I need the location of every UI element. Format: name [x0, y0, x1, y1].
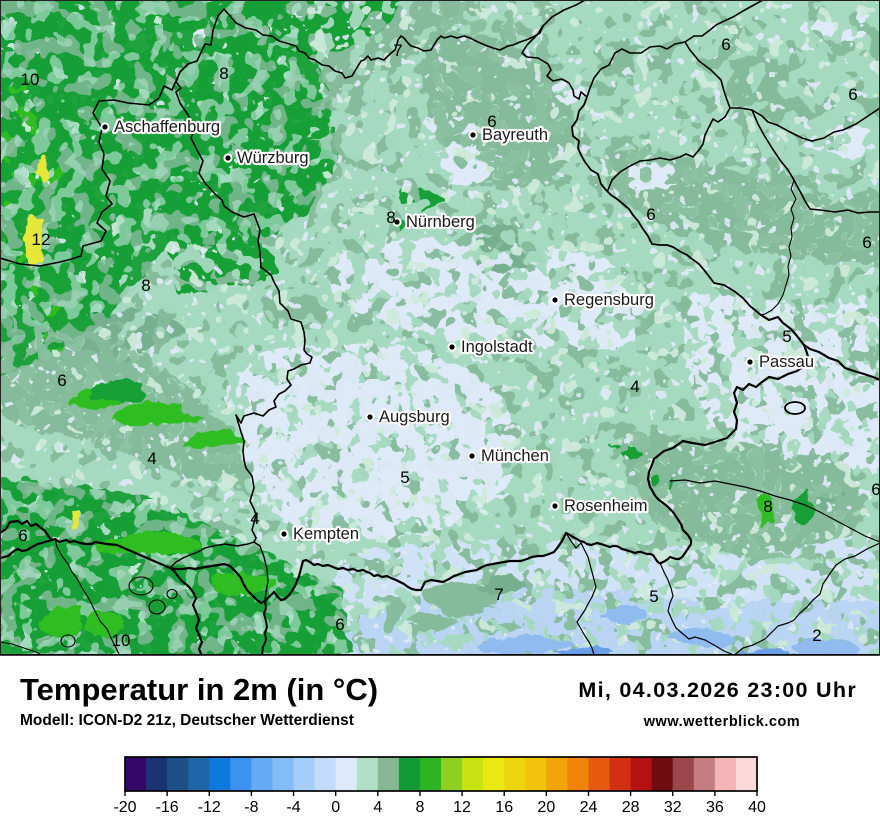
svg-text:32: 32 — [664, 799, 682, 816]
svg-text:Augsburg: Augsburg — [379, 408, 450, 426]
svg-text:20: 20 — [537, 799, 555, 816]
svg-text:40: 40 — [748, 799, 766, 816]
svg-text:Passau: Passau — [759, 353, 814, 371]
svg-text:Regensburg: Regensburg — [564, 291, 654, 309]
svg-text:6: 6 — [18, 526, 27, 545]
svg-text:Mi, 04.03.2026 23:00 Uhr: Mi, 04.03.2026 23:00 Uhr — [578, 678, 857, 702]
svg-text:10: 10 — [112, 631, 131, 650]
svg-text:6: 6 — [862, 233, 871, 252]
svg-text:-8: -8 — [244, 799, 258, 816]
svg-text:Ingolstadt: Ingolstadt — [461, 338, 533, 356]
svg-text:2: 2 — [812, 626, 821, 645]
svg-text:8: 8 — [219, 64, 228, 83]
svg-text:Temperatur in 2m (in °C): Temperatur in 2m (in °C) — [20, 672, 378, 707]
svg-text:Modell: ICON-D2 21z, Deutscher: Modell: ICON-D2 21z, Deutscher Wetterdie… — [20, 712, 354, 729]
svg-text:16: 16 — [495, 799, 513, 816]
svg-text:Aschaffenburg: Aschaffenburg — [114, 118, 220, 136]
svg-text:7: 7 — [494, 585, 503, 604]
svg-text:5: 5 — [400, 468, 409, 487]
svg-text:Bayreuth: Bayreuth — [482, 126, 548, 144]
svg-text:Nürnberg: Nürnberg — [406, 213, 475, 231]
svg-text:-20: -20 — [113, 799, 136, 816]
svg-text:5: 5 — [782, 327, 791, 346]
svg-text:24: 24 — [580, 799, 598, 816]
svg-text:-16: -16 — [156, 799, 179, 816]
svg-text:28: 28 — [622, 799, 640, 816]
svg-text:5: 5 — [649, 587, 658, 606]
svg-text:München: München — [481, 447, 549, 465]
svg-text:-4: -4 — [286, 799, 300, 816]
svg-text:Rosenheim: Rosenheim — [564, 497, 647, 515]
svg-text:7: 7 — [393, 41, 402, 60]
svg-text:6: 6 — [871, 480, 880, 499]
svg-text:0: 0 — [331, 799, 340, 816]
svg-text:-12: -12 — [198, 799, 221, 816]
svg-text:8: 8 — [415, 799, 424, 816]
svg-text:12: 12 — [32, 230, 51, 249]
svg-text:Kempten: Kempten — [293, 525, 359, 543]
svg-text:6: 6 — [487, 112, 496, 131]
svg-text:6: 6 — [57, 371, 66, 390]
svg-text:4: 4 — [250, 509, 259, 528]
svg-text:10: 10 — [21, 70, 40, 89]
svg-text:www.wetterblick.com: www.wetterblick.com — [643, 714, 800, 730]
svg-text:6: 6 — [848, 85, 857, 104]
svg-text:6: 6 — [646, 205, 655, 224]
svg-text:4: 4 — [373, 799, 382, 816]
svg-text:4: 4 — [630, 377, 639, 396]
svg-text:12: 12 — [453, 799, 471, 816]
svg-text:4: 4 — [147, 449, 156, 468]
svg-text:8: 8 — [763, 497, 772, 516]
svg-text:8: 8 — [386, 208, 395, 227]
svg-text:6: 6 — [335, 615, 344, 634]
svg-text:Würzburg: Würzburg — [237, 149, 309, 167]
svg-text:36: 36 — [706, 799, 724, 816]
svg-text:8: 8 — [141, 276, 150, 295]
svg-text:6: 6 — [721, 35, 730, 54]
